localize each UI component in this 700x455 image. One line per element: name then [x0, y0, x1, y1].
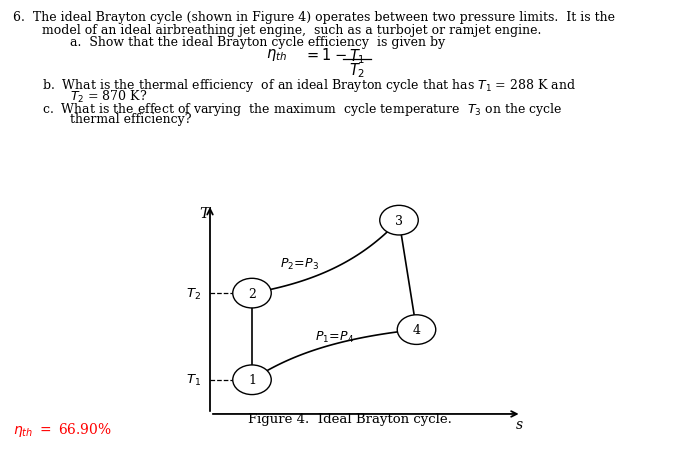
Text: 1: 1 — [248, 374, 256, 386]
Text: T: T — [199, 207, 209, 221]
Text: Figure 4.  Ideal Brayton cycle.: Figure 4. Ideal Brayton cycle. — [248, 412, 452, 425]
Text: $= 1 -$: $= 1 -$ — [304, 47, 347, 63]
Ellipse shape — [398, 315, 435, 345]
Text: thermal efficiency?: thermal efficiency? — [70, 113, 192, 126]
Text: 6.  The ideal Brayton cycle (shown in Figure 4) operates between two pressure li: 6. The ideal Brayton cycle (shown in Fig… — [13, 11, 615, 25]
Ellipse shape — [232, 365, 272, 394]
Text: 3: 3 — [395, 214, 403, 227]
Text: $P_2\!=\!P_3$: $P_2\!=\!P_3$ — [280, 256, 319, 272]
Ellipse shape — [232, 278, 272, 308]
Text: model of an ideal airbreathing jet engine,  such as a turbojet or ramjet engine.: model of an ideal airbreathing jet engin… — [42, 24, 541, 37]
Text: a.  Show that the ideal Brayton cycle efficiency  is given by: a. Show that the ideal Brayton cycle eff… — [70, 36, 445, 50]
Text: c.  What is the effect of varying  the maximum  cycle temperature  $T_3$ on the : c. What is the effect of varying the max… — [42, 101, 563, 118]
Text: $\eta_{th}$: $\eta_{th}$ — [266, 47, 287, 63]
Text: $T_2$ = 870 K?: $T_2$ = 870 K? — [70, 88, 147, 104]
Text: s: s — [517, 418, 524, 431]
Text: 2: 2 — [248, 287, 256, 300]
Text: $\eta_{th}$ $=$ 66.90%: $\eta_{th}$ $=$ 66.90% — [13, 420, 111, 438]
Text: $T_2$: $T_2$ — [186, 286, 200, 301]
Ellipse shape — [379, 206, 419, 236]
Text: $T_2$: $T_2$ — [349, 61, 365, 80]
Text: $T_1$: $T_1$ — [186, 372, 201, 388]
Text: $T_1$: $T_1$ — [349, 47, 365, 66]
Text: $P_1\!=\!P_4$: $P_1\!=\!P_4$ — [315, 329, 354, 344]
Text: b.  What is the thermal efficiency  of an ideal Brayton cycle that has $T_1$ = 2: b. What is the thermal efficiency of an … — [42, 76, 576, 93]
Text: 4: 4 — [412, 324, 421, 336]
